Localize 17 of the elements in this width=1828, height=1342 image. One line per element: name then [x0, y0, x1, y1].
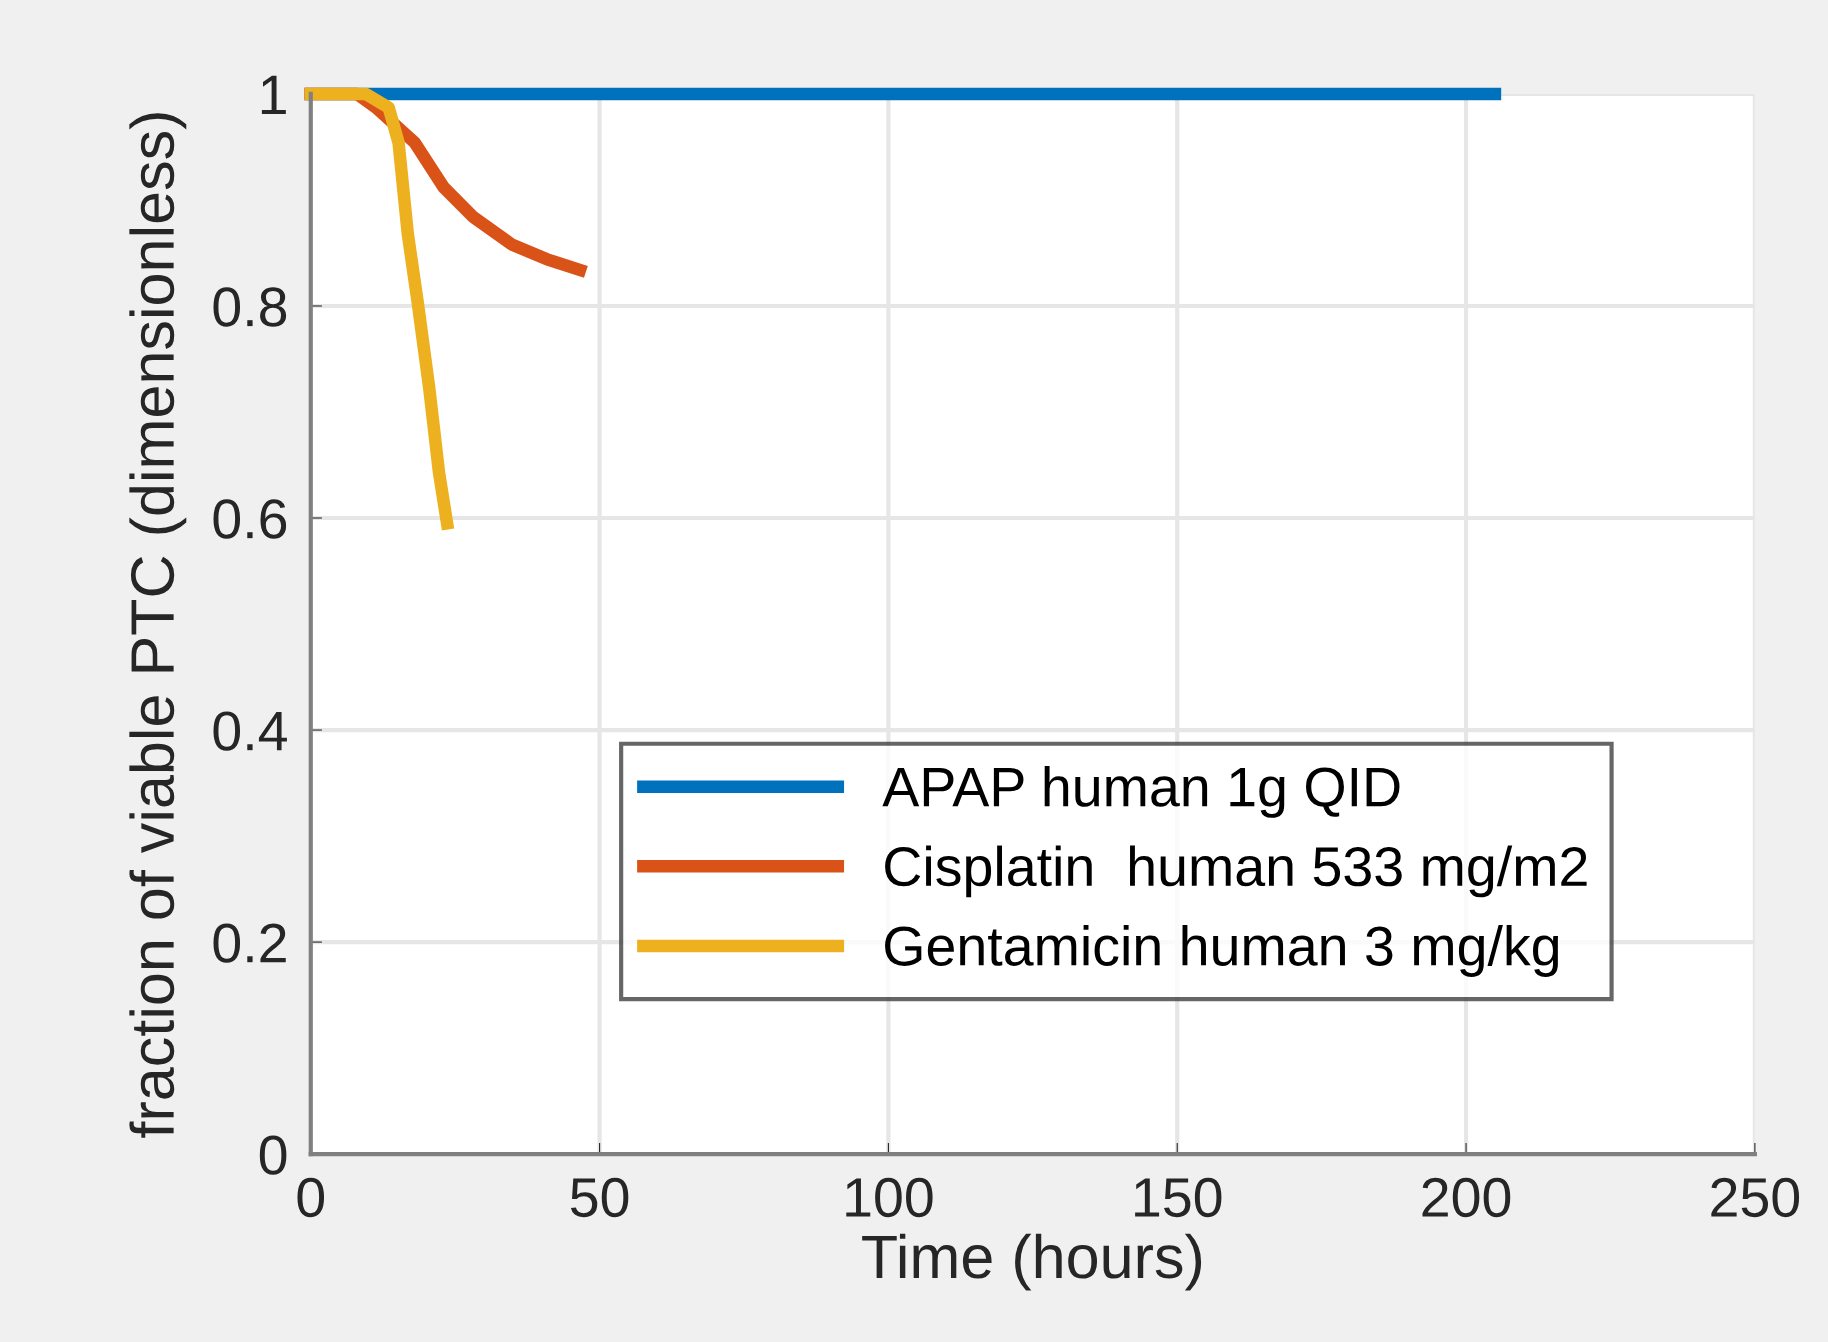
- x-tick-label: 250: [1711, 1177, 1800, 1218]
- y-tick-label: 0.2: [213, 923, 286, 963]
- y-axis-title: fraction of viable PTC (dimensionless): [129, 113, 187, 1138]
- y-tick-label: 0.4: [213, 711, 287, 751]
- x-tick-label: 150: [1135, 1177, 1222, 1218]
- legend-label: APAP human 1g QID: [882, 765, 1400, 818]
- y-tick-label: 0: [259, 1135, 287, 1175]
- x-tick-label: 100: [846, 1177, 933, 1218]
- x-axis-title: Time (hours): [862, 1233, 1202, 1291]
- y-tick-label: 0.8: [213, 287, 287, 327]
- x-tick-label: 200: [1422, 1177, 1511, 1218]
- y-tick-label: 0.6: [213, 499, 287, 539]
- y-tick-label: 1: [261, 75, 286, 115]
- legend-label: Gentamicin human 3 mg/kg: [885, 925, 1559, 977]
- x-tick-label: 0: [297, 1177, 325, 1218]
- x-tick-label: 50: [570, 1177, 629, 1218]
- legend-label: Cisplatin human 533 mg/m2: [885, 845, 1587, 898]
